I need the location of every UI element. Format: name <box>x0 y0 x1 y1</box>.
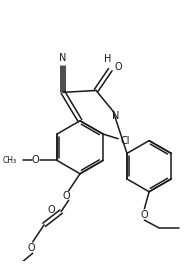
Text: O: O <box>115 62 123 72</box>
Text: O: O <box>48 205 55 215</box>
Text: O: O <box>31 155 39 166</box>
Text: O: O <box>27 244 35 254</box>
Text: CH₃: CH₃ <box>2 156 16 165</box>
Text: O: O <box>63 191 71 202</box>
Text: H: H <box>104 54 111 64</box>
Text: Cl: Cl <box>121 136 130 146</box>
Text: N: N <box>59 53 67 63</box>
Text: N: N <box>112 111 120 121</box>
Text: O: O <box>140 210 148 220</box>
